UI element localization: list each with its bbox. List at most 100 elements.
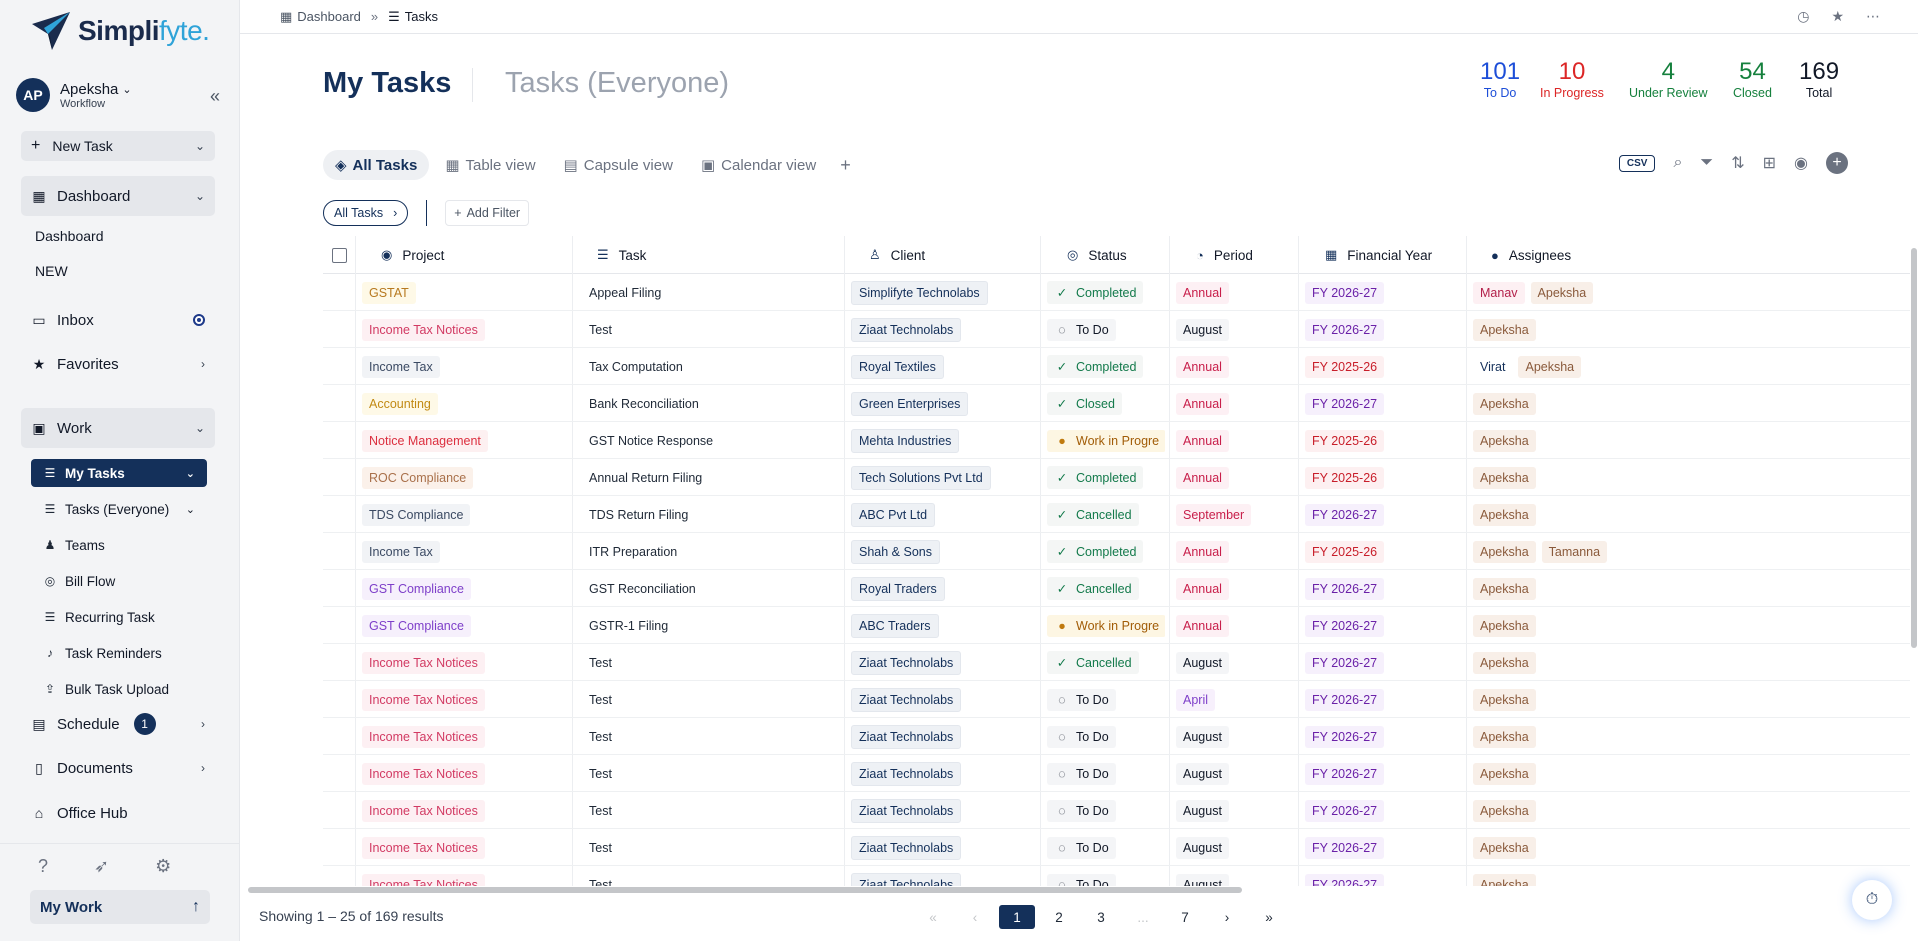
task-cell[interactable]: GST Notice Response: [589, 433, 714, 448]
tab-calendar-view[interactable]: ▣ Calendar view: [689, 150, 828, 180]
assignee-chip[interactable]: Virat: [1473, 355, 1513, 378]
status-badge[interactable]: ◌ To Do: [1047, 836, 1116, 859]
chevron-down-icon[interactable]: ⌄: [194, 139, 205, 153]
stat-total[interactable]: 169 Total: [1799, 58, 1839, 100]
settings-gear-icon[interactable]: ⚙: [155, 856, 172, 876]
page-2-button[interactable]: 2: [1055, 909, 1063, 925]
nav-favorites[interactable]: ★ Favorites ›: [21, 344, 215, 384]
period-tag[interactable]: Annual: [1176, 614, 1229, 637]
sort-icon[interactable]: ⇅: [1731, 155, 1745, 172]
financial-year-tag[interactable]: FY 2025-26: [1305, 355, 1385, 378]
financial-year-tag[interactable]: FY 2025-26: [1305, 466, 1385, 489]
project-tag[interactable]: TDS Compliance: [362, 503, 471, 526]
last-page-button[interactable]: »: [1265, 909, 1273, 925]
project-tag[interactable]: Notice Management: [362, 429, 488, 452]
client-tag[interactable]: Ziaat Technolabs: [851, 724, 962, 749]
project-tag[interactable]: Income Tax: [362, 540, 440, 563]
nav-schedule[interactable]: ▤ Schedule 1 ›: [21, 704, 215, 744]
financial-year-tag[interactable]: FY 2025-26: [1305, 429, 1385, 452]
client-tag[interactable]: Simplifyte Technolabs: [851, 280, 988, 305]
column-client[interactable]: ♙ Client: [869, 236, 925, 274]
assignee-chip[interactable]: Apeksha: [1473, 651, 1536, 674]
project-tag[interactable]: GST Compliance: [362, 614, 471, 637]
table-row[interactable]: GSTAT Appeal Filing Simplifyte Technolabs ✓…: [323, 274, 1910, 311]
column-status[interactable]: ◎ Status: [1067, 236, 1127, 274]
table-row[interactable]: Income Tax Notices Test Ziaat Technolabs ◌ T…: [323, 718, 1910, 755]
all-tasks-filter-pill[interactable]: All Tasks ›: [323, 200, 409, 226]
my-work-button[interactable]: My Work ↑: [30, 890, 210, 924]
project-tag[interactable]: Accounting: [362, 392, 438, 415]
client-tag[interactable]: Ziaat Technolabs: [851, 872, 962, 886]
new-task-button[interactable]: + New Task ⌄: [21, 131, 215, 161]
table-row[interactable]: Income Tax Notices Test Ziaat Technolabs ◌ T…: [323, 311, 1910, 348]
vertical-scrollbar[interactable]: [1910, 236, 1918, 886]
assignee-chip[interactable]: Apeksha: [1473, 725, 1536, 748]
assignee-chip[interactable]: Apeksha: [1473, 318, 1536, 341]
status-badge[interactable]: ✓ Cancelled: [1047, 651, 1139, 674]
sidebar-item-bill-flow[interactable]: ◎ Bill Flow: [31, 567, 207, 595]
assignee-chip[interactable]: Manav: [1473, 281, 1525, 304]
client-tag[interactable]: Ziaat Technolabs: [851, 687, 962, 712]
financial-year-tag[interactable]: FY 2025-26: [1305, 540, 1385, 563]
assignee-chip[interactable]: Apeksha: [1473, 762, 1536, 785]
table-row[interactable]: Notice Management GST Notice Response Meht…: [323, 422, 1910, 459]
prev-page-button[interactable]: ‹: [972, 909, 978, 925]
financial-year-tag[interactable]: FY 2026-27: [1305, 614, 1385, 637]
project-tag[interactable]: GSTAT: [362, 281, 416, 304]
status-badge[interactable]: ✓ Closed: [1047, 392, 1122, 415]
task-cell[interactable]: Test: [589, 803, 612, 818]
brand-logo[interactable]: Simplifyte.: [30, 10, 210, 52]
nav-sub-dashboard[interactable]: Dashboard: [35, 228, 104, 244]
period-tag[interactable]: Annual: [1176, 392, 1229, 415]
project-tag[interactable]: Income Tax Notices: [362, 318, 485, 341]
page-1-button[interactable]: 1: [999, 905, 1035, 929]
nav-work[interactable]: ▣ Work ⌄: [21, 408, 215, 448]
project-tag[interactable]: Income Tax Notices: [362, 836, 485, 859]
table-row[interactable]: GST Compliance GSTR-1 Filing ABC Traders ● W…: [323, 607, 1910, 644]
table-row[interactable]: TDS Compliance TDS Return Filing ABC Pvt L…: [323, 496, 1910, 533]
task-cell[interactable]: Test: [589, 877, 612, 887]
user-switcher[interactable]: AP Apeksha ⌄ Workflow «: [16, 78, 222, 112]
period-tag[interactable]: August: [1176, 318, 1229, 341]
table-row[interactable]: Income Tax Notices Test Ziaat Technolabs ◌ T…: [323, 866, 1910, 886]
task-cell[interactable]: Test: [589, 840, 612, 855]
assignee-chip[interactable]: Apeksha: [1518, 355, 1582, 378]
sidebar-item-teams[interactable]: ♟ Teams: [31, 531, 207, 559]
assignee-chip[interactable]: Apeksha: [1473, 466, 1536, 489]
status-badge[interactable]: ● Work in Progre: [1047, 429, 1165, 452]
status-badge[interactable]: ◌ To Do: [1047, 762, 1116, 785]
task-cell[interactable]: GST Reconciliation: [589, 581, 696, 596]
financial-year-tag[interactable]: FY 2026-27: [1305, 651, 1385, 674]
filter-icon[interactable]: ⏷: [1700, 154, 1714, 171]
client-tag[interactable]: Tech Solutions Pvt Ltd: [851, 465, 991, 490]
eye-icon[interactable]: ◉: [1794, 155, 1808, 172]
column-assignees[interactable]: ● Assignees: [1491, 236, 1571, 274]
task-cell[interactable]: GSTR-1 Filing: [589, 618, 669, 633]
task-cell[interactable]: Tax Computation: [589, 359, 683, 374]
page-7-button[interactable]: 7: [1181, 909, 1189, 925]
timer-fab-button[interactable]: ⏱: [1852, 880, 1892, 920]
project-tag[interactable]: ROC Compliance: [362, 466, 474, 489]
page-3-button[interactable]: 3: [1097, 909, 1105, 925]
more-icon[interactable]: ⋯: [1866, 8, 1880, 24]
search-icon[interactable]: ⌕: [1673, 154, 1683, 171]
status-badge[interactable]: ✓ Completed: [1047, 466, 1144, 489]
stat-in-progress[interactable]: 10 In Progress: [1540, 58, 1604, 100]
star-icon[interactable]: ★: [1831, 8, 1844, 24]
stat-under-review[interactable]: 4 Under Review: [1629, 58, 1708, 100]
project-tag[interactable]: Income Tax: [362, 355, 440, 378]
period-tag[interactable]: Annual: [1176, 429, 1229, 452]
column-task[interactable]: ☰ Task: [597, 236, 646, 274]
client-tag[interactable]: Shah & Sons: [851, 539, 940, 564]
table-row[interactable]: Income Tax ITR Preparation Shah & Sons ✓ Com…: [323, 533, 1910, 570]
status-badge[interactable]: ◌ To Do: [1047, 688, 1116, 711]
client-tag[interactable]: Royal Traders: [851, 576, 945, 601]
client-tag[interactable]: Mehta Industries: [851, 428, 960, 453]
financial-year-tag[interactable]: FY 2026-27: [1305, 725, 1385, 748]
financial-year-tag[interactable]: FY 2026-27: [1305, 688, 1385, 711]
financial-year-tag[interactable]: FY 2026-27: [1305, 799, 1385, 822]
client-tag[interactable]: Ziaat Technolabs: [851, 761, 962, 786]
stat-to-do[interactable]: 101 To Do: [1480, 58, 1520, 100]
task-cell[interactable]: Test: [589, 322, 612, 337]
status-badge[interactable]: ◌ To Do: [1047, 873, 1116, 886]
